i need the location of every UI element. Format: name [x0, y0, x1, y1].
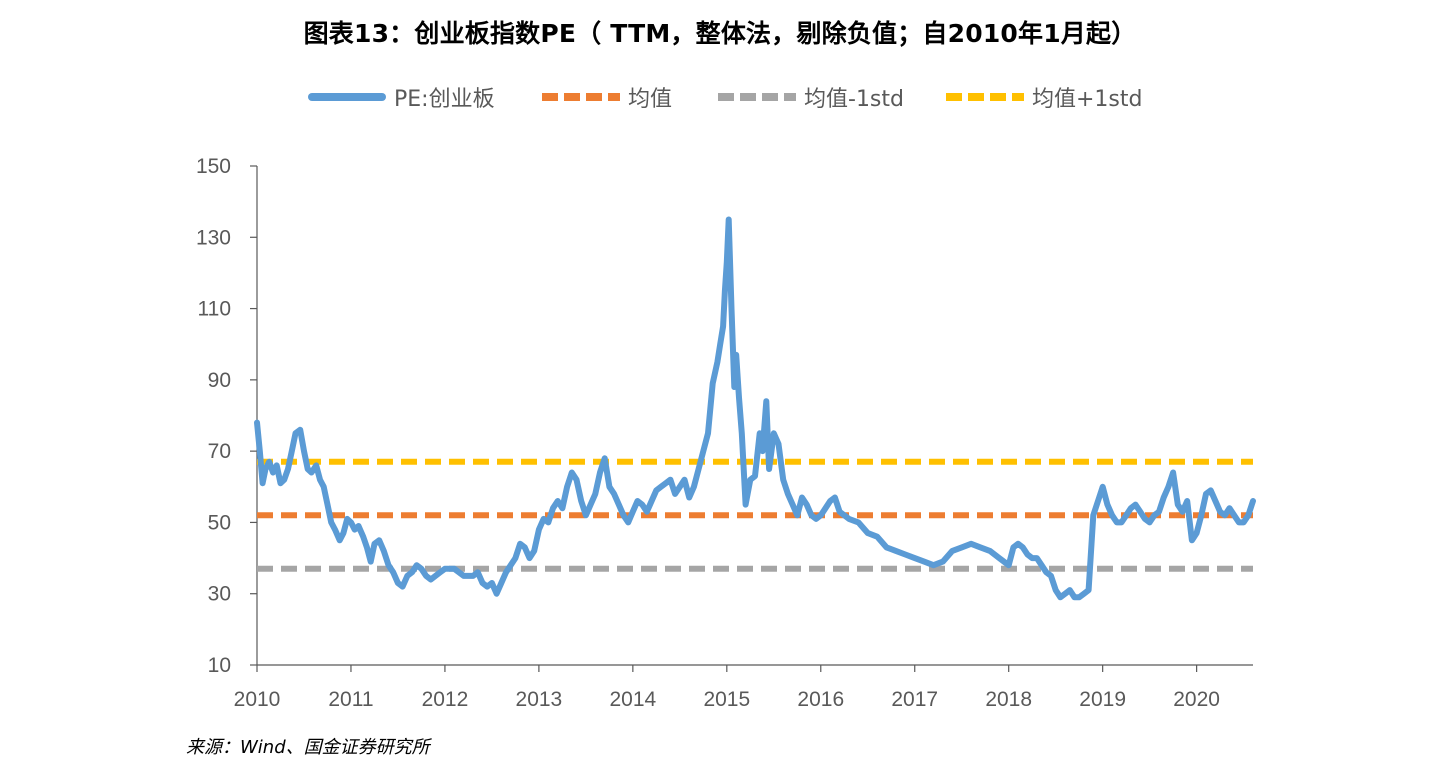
- y-tick-label: 110: [198, 298, 231, 321]
- y-tick-label: 30: [208, 583, 231, 606]
- legend-item-plus-std: 均值+1std: [946, 80, 1142, 114]
- legend-label-plus-std: 均值+1std: [1032, 87, 1143, 112]
- y-tick-label: 50: [208, 511, 231, 534]
- legend-label-mean: 均值: [628, 87, 673, 112]
- legend-label-minus-std: 均值-1std: [804, 87, 904, 112]
- series-layer: [254, 216, 1256, 601]
- legend-swatch-mean: [542, 93, 620, 101]
- x-tick-label: 2010: [234, 688, 281, 711]
- source-note: 来源：Wind、国金证券研究所: [186, 737, 430, 758]
- y-tick-label: 130: [196, 226, 231, 249]
- legend-item-mean: 均值: [542, 80, 672, 114]
- y-tick-label: 90: [208, 369, 231, 392]
- y-tick-label: 10: [208, 654, 231, 677]
- x-tick-label: 2017: [891, 688, 938, 711]
- legend-swatch-plus-std: [946, 93, 1024, 101]
- x-tick-label: 2020: [1173, 688, 1220, 711]
- pe-series-line: [254, 216, 1256, 601]
- x-tick-label: 2013: [516, 688, 563, 711]
- legend: PE:创业板 均值 均值-1std 均值+1std: [0, 80, 1440, 114]
- x-tick-label: 2011: [328, 688, 373, 711]
- legend-item-pe: PE:创业板: [308, 80, 495, 114]
- x-tick-label: 2016: [797, 688, 844, 711]
- legend-swatch-minus-std: [718, 93, 796, 101]
- x-tick-label: 2014: [609, 688, 656, 711]
- chart-title: 图表13：创业板指数PE（ TTM，整体法，剔除负值；自2010年1月起）: [303, 19, 1137, 48]
- legend-swatch-pe: [308, 93, 386, 101]
- x-tick-label: 2015: [703, 688, 750, 711]
- legend-label-pe: PE:创业板: [394, 87, 495, 112]
- x-tick-label: 2018: [985, 688, 1032, 711]
- x-tick-label: 2012: [422, 688, 469, 711]
- y-tick-label: 150: [196, 155, 231, 178]
- axes: 10 30 50 70 90 110 130 150 2010 2011 2012 2013 2014 2…: [196, 155, 1253, 711]
- legend-item-minus-std: 均值-1std: [718, 80, 904, 114]
- y-tick-label: 70: [208, 440, 231, 463]
- x-tick-label: 2019: [1079, 688, 1126, 711]
